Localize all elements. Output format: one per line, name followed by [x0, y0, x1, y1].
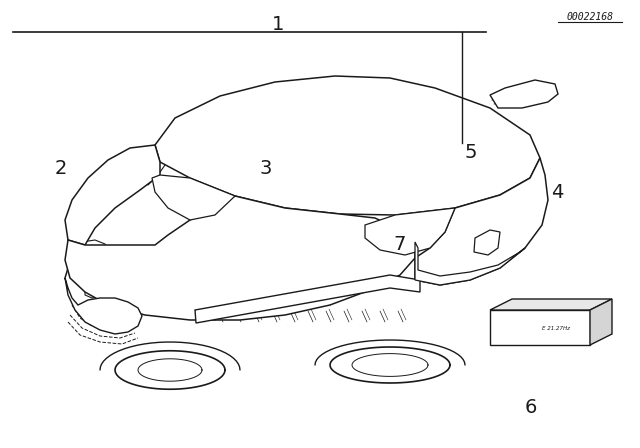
Polygon shape: [330, 347, 450, 383]
Text: 3: 3: [259, 159, 272, 177]
Polygon shape: [365, 208, 455, 255]
Text: 1: 1: [272, 15, 285, 34]
Text: 00022168: 00022168: [566, 12, 614, 22]
Polygon shape: [195, 275, 420, 323]
Text: 6: 6: [525, 398, 538, 417]
Polygon shape: [415, 158, 548, 285]
Text: 2: 2: [54, 159, 67, 177]
Polygon shape: [415, 242, 525, 285]
Polygon shape: [152, 175, 235, 220]
Polygon shape: [490, 80, 558, 108]
Polygon shape: [490, 310, 590, 345]
Text: 5: 5: [464, 143, 477, 162]
Text: 4: 4: [550, 183, 563, 202]
Polygon shape: [65, 196, 415, 320]
Polygon shape: [590, 299, 612, 345]
Polygon shape: [474, 230, 500, 255]
Polygon shape: [65, 278, 142, 334]
Polygon shape: [115, 351, 225, 389]
Text: E 21.27Hz: E 21.27Hz: [542, 326, 570, 331]
Polygon shape: [155, 76, 540, 215]
Polygon shape: [490, 299, 612, 310]
Polygon shape: [65, 145, 160, 245]
Text: 7: 7: [394, 235, 406, 254]
